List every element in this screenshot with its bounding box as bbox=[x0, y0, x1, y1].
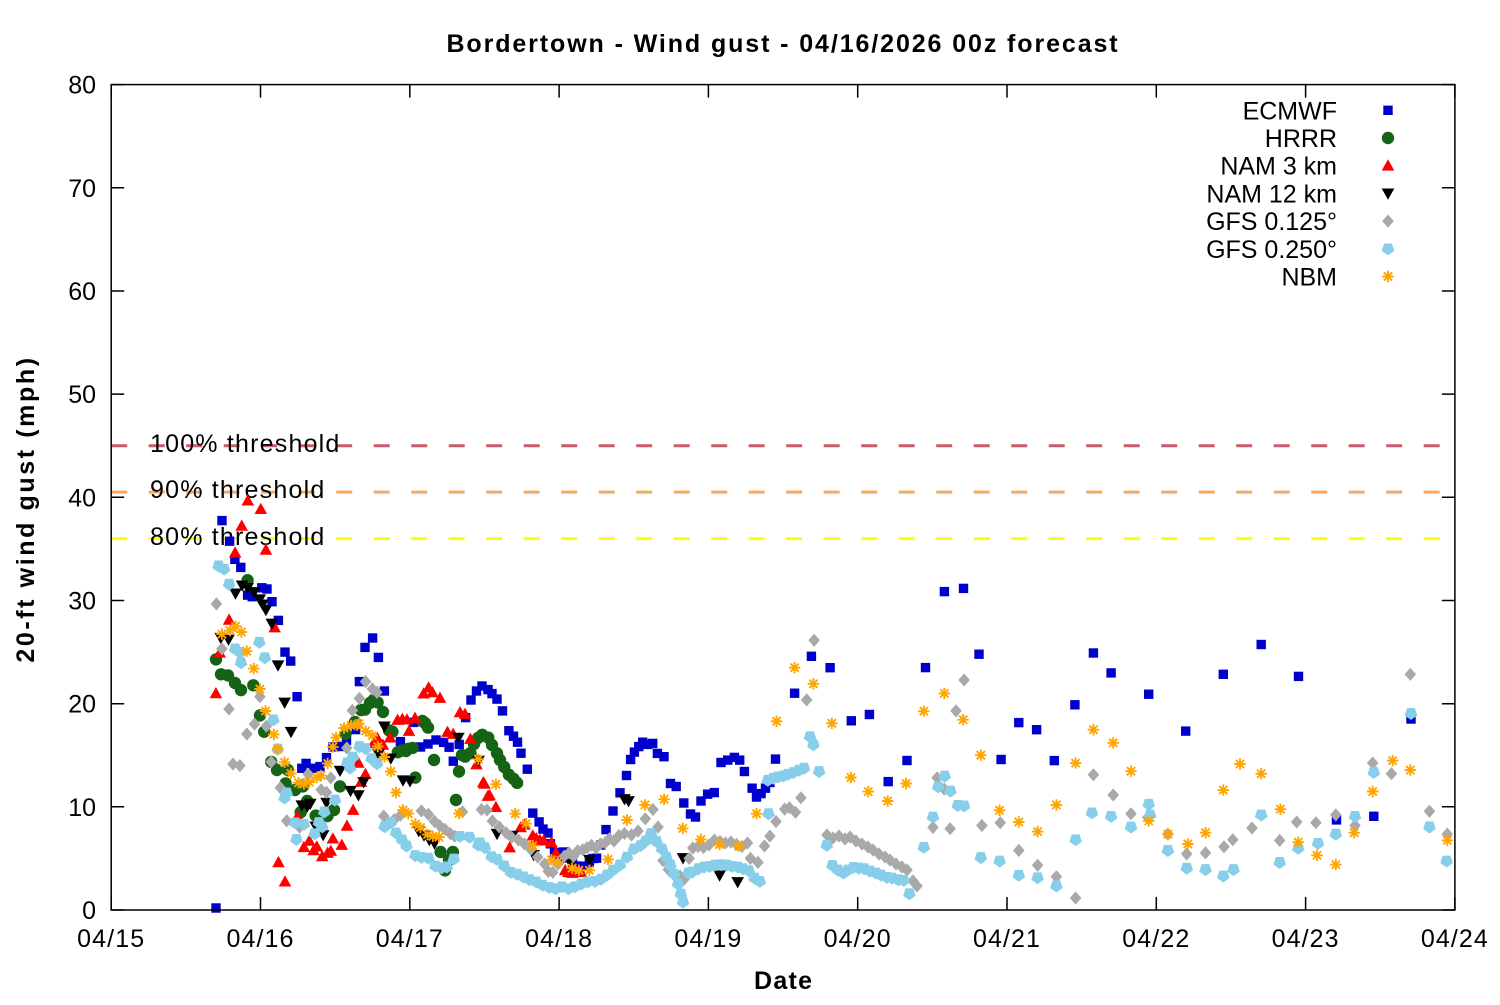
svg-text:50: 50 bbox=[68, 381, 96, 409]
svg-text:100% threshold: 100% threshold bbox=[150, 430, 341, 458]
svg-text:04/21: 04/21 bbox=[973, 925, 1041, 953]
svg-text:HRRR: HRRR bbox=[1265, 125, 1337, 153]
svg-text:70: 70 bbox=[68, 175, 96, 203]
svg-text:0: 0 bbox=[82, 897, 96, 925]
svg-text:04/20: 04/20 bbox=[824, 925, 892, 953]
svg-text:ECMWF: ECMWF bbox=[1243, 97, 1337, 125]
svg-text:04/16: 04/16 bbox=[226, 925, 294, 953]
svg-text:04/24: 04/24 bbox=[1421, 925, 1489, 953]
svg-text:80: 80 bbox=[68, 72, 96, 100]
svg-text:NAM 3 km: NAM 3 km bbox=[1220, 153, 1337, 181]
svg-text:04/15: 04/15 bbox=[77, 925, 145, 953]
svg-text:04/22: 04/22 bbox=[1122, 925, 1190, 953]
svg-text:90% threshold: 90% threshold bbox=[150, 476, 325, 504]
svg-text:30: 30 bbox=[68, 588, 96, 616]
svg-text:04/19: 04/19 bbox=[674, 925, 742, 953]
svg-text:04/18: 04/18 bbox=[525, 925, 593, 953]
svg-text:GFS 0.250°: GFS 0.250° bbox=[1206, 236, 1337, 264]
svg-text:Bordertown - Wind gust - 04/16: Bordertown - Wind gust - 04/16/2026 00z … bbox=[446, 30, 1119, 58]
svg-text:04/23: 04/23 bbox=[1272, 925, 1340, 953]
svg-text:60: 60 bbox=[68, 278, 96, 306]
svg-text:20: 20 bbox=[68, 691, 96, 719]
svg-text:40: 40 bbox=[68, 484, 96, 512]
svg-text:04/17: 04/17 bbox=[376, 925, 444, 953]
svg-text:NAM 12 km: NAM 12 km bbox=[1206, 180, 1337, 208]
svg-text:NBM: NBM bbox=[1281, 264, 1337, 292]
svg-text:10: 10 bbox=[68, 794, 96, 822]
svg-text:20-ft wind gust (mph): 20-ft wind gust (mph) bbox=[12, 355, 40, 662]
svg-text:GFS 0.125°: GFS 0.125° bbox=[1206, 208, 1337, 236]
svg-text:Date: Date bbox=[754, 967, 813, 995]
